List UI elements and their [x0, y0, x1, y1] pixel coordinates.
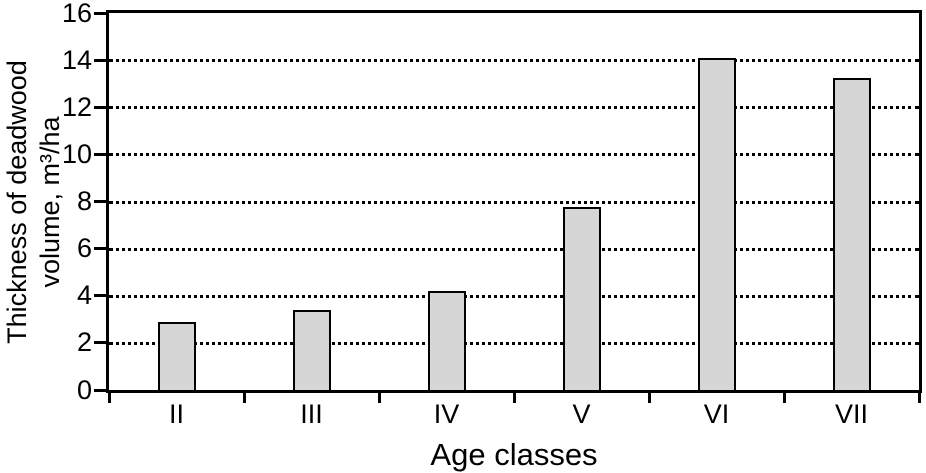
y-tick-label-12: 12: [61, 91, 92, 122]
x-tick-4: [647, 391, 651, 403]
y-tick-0: [94, 388, 107, 392]
x-tick-2: [377, 391, 381, 403]
gridline-y12: [109, 106, 919, 110]
plot-area: [109, 13, 919, 390]
x-tick-label-II: II: [168, 399, 184, 429]
x-tick-6: [917, 391, 921, 403]
y-tick-4: [94, 294, 107, 298]
y-tick-10: [94, 152, 107, 156]
x-tick-3: [512, 391, 516, 403]
x-axis-title: Age classes: [430, 437, 598, 472]
y-tick-label-6: 6: [76, 233, 92, 264]
bar-VII: [832, 77, 871, 390]
x-tick-5: [782, 391, 786, 403]
gridline-y10: [109, 153, 919, 157]
x-tick-label-VI: VI: [703, 399, 730, 429]
bar-VI: [697, 57, 736, 390]
x-tick-label-VII: VII: [834, 399, 868, 429]
y-tick-label-8: 8: [76, 186, 92, 216]
y-tick-8: [94, 200, 107, 203]
x-tick-0: [107, 391, 111, 403]
bar-II: [157, 321, 196, 390]
y-tick-label-16: 16: [61, 0, 92, 28]
y-axis-title-line1: Thickness of deadwood: [2, 60, 32, 344]
y-tick-12: [94, 105, 107, 109]
x-tick-1: [242, 391, 246, 403]
y-tick-label-4: 4: [76, 280, 92, 311]
bar-V: [562, 207, 601, 390]
y-tick-label-14: 14: [61, 44, 92, 75]
gridline-y6: [109, 247, 919, 251]
x-tick-label-V: V: [572, 399, 591, 429]
y-tick-2: [94, 341, 107, 345]
y-tick-6: [94, 247, 107, 251]
y-tick-label-2: 2: [76, 327, 92, 358]
x-tick-label-IV: IV: [433, 399, 460, 429]
gridline-y14: [109, 59, 919, 63]
y-tick-16: [94, 11, 107, 15]
gridline-y4: [109, 294, 919, 298]
gridline-y2: [109, 341, 919, 345]
y-tick-14: [94, 58, 107, 62]
bar-III: [292, 309, 331, 390]
x-tick-label-III: III: [300, 399, 323, 429]
bar-IV: [427, 291, 466, 390]
gridline-y8: [109, 200, 919, 204]
y-tick-label-0: 0: [76, 374, 92, 405]
y-tick-label-10: 10: [61, 138, 92, 169]
